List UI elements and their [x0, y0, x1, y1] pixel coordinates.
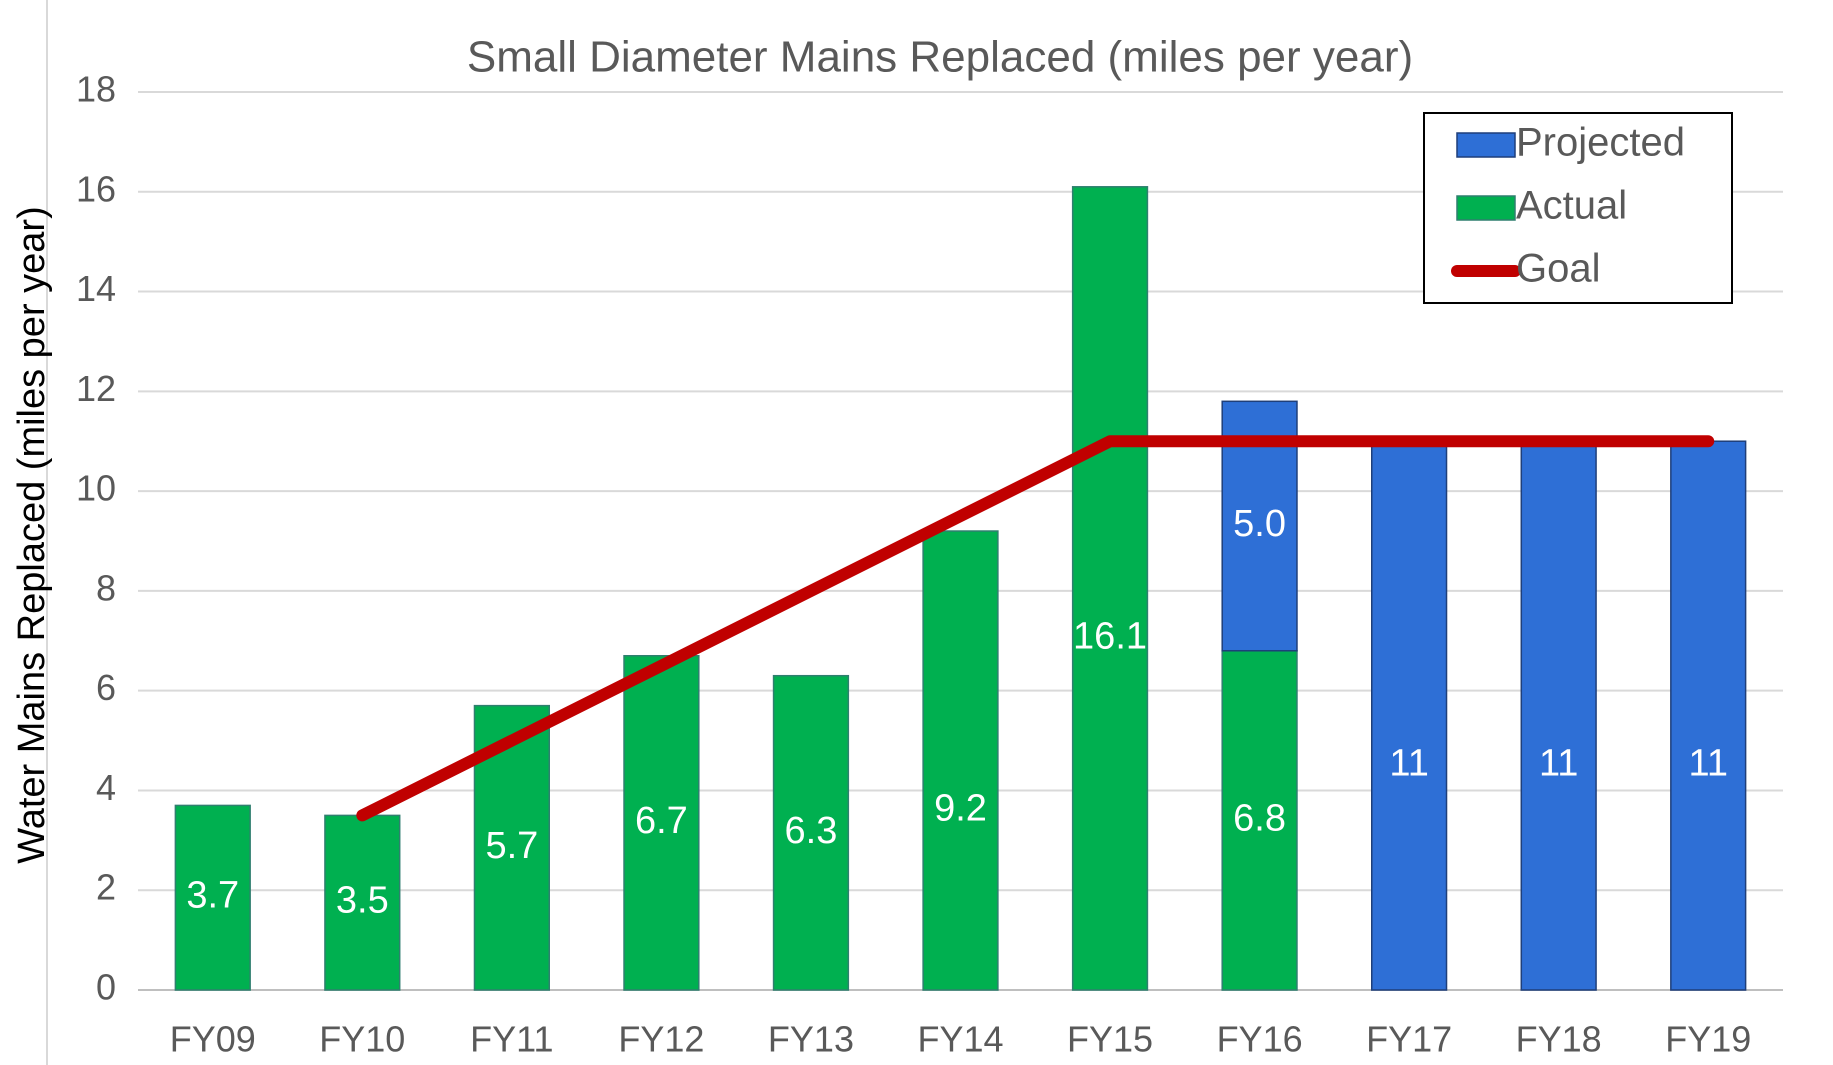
data-label: 16.1 [1073, 615, 1147, 657]
goal-line [356, 435, 1715, 822]
legend-label: Actual [1516, 184, 1627, 228]
data-label: 11 [1689, 743, 1728, 785]
data-label: 3.5 [336, 880, 389, 922]
y-tick-label: 18 [76, 69, 116, 110]
y-tick-label: 2 [96, 867, 116, 908]
x-tick-label: FY12 [618, 1019, 704, 1060]
bar [1071, 186, 1149, 991]
x-tick-label: FY17 [1366, 1019, 1452, 1060]
bar [1371, 440, 1448, 991]
y-axis-label: Water Mains Replaced (miles per year) [11, 206, 53, 863]
y-tick-label: 8 [96, 567, 116, 608]
x-tick-label: FY11 [470, 1019, 553, 1060]
x-tick-label: FY18 [1516, 1019, 1602, 1060]
legend-label: Projected [1516, 121, 1685, 165]
x-tick-label: FY10 [319, 1019, 405, 1060]
data-label: 6.3 [785, 810, 838, 852]
bar [174, 804, 251, 991]
data-label: 5.7 [485, 825, 538, 867]
y-tick-label: 10 [76, 468, 116, 509]
legend-swatch [1456, 132, 1516, 158]
data-label: 6.8 [1233, 797, 1286, 839]
bar [772, 674, 850, 991]
data-label: 6.7 [635, 800, 688, 842]
y-tick-label: 0 [96, 967, 116, 1008]
bar [324, 814, 401, 991]
data-label: 11 [1389, 743, 1428, 785]
y-tick-label: 12 [76, 368, 116, 409]
bar [623, 654, 700, 991]
legend-label: Goal [1516, 247, 1601, 291]
bar [1221, 650, 1298, 991]
data-label: 5.0 [1233, 503, 1286, 545]
x-tick-label: FY09 [170, 1019, 256, 1060]
y-tick-label: 4 [96, 767, 116, 808]
x-tick-label: FY19 [1665, 1019, 1751, 1060]
y-tick-label: 14 [76, 268, 116, 309]
data-label: 9.2 [934, 788, 987, 830]
x-tick-label: FY13 [768, 1019, 854, 1060]
x-tick-label: FY16 [1217, 1019, 1303, 1060]
chart-title: Small Diameter Mains Replaced (miles per… [467, 33, 1413, 82]
y-tick-label: 16 [76, 168, 116, 209]
bar [1670, 440, 1747, 991]
y-tick-label: 6 [96, 667, 116, 708]
x-tick-label: FY15 [1067, 1019, 1153, 1060]
legend-swatch [1456, 195, 1516, 221]
x-tick-label: FY14 [917, 1019, 1003, 1060]
data-label: 3.7 [186, 875, 239, 917]
data-label: 11 [1539, 743, 1578, 785]
bar [1520, 440, 1597, 991]
bar [922, 530, 999, 991]
